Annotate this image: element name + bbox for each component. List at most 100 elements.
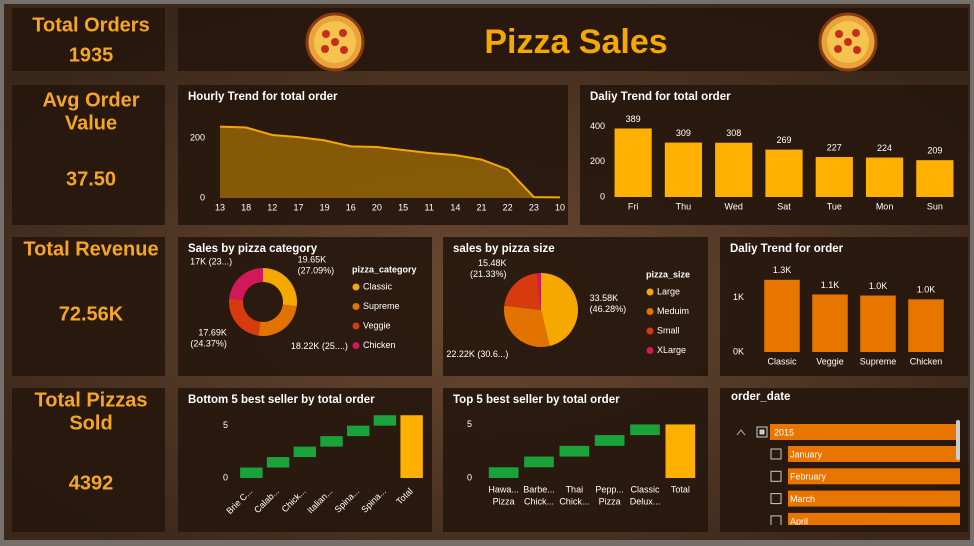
x-tick-label: 22	[503, 202, 513, 212]
slicer-title: order_date	[731, 391, 790, 403]
checkbox-partial	[759, 429, 765, 435]
legend-label: Classic	[363, 281, 393, 291]
expand-icon	[736, 429, 746, 436]
y-tick-label: 0	[200, 192, 205, 202]
pie-slice	[536, 273, 541, 310]
data-label: 389	[626, 114, 641, 124]
chart-title: Daliy Trend for total order	[590, 91, 731, 103]
slicer-item-bg	[788, 468, 960, 485]
legend-swatch	[352, 342, 360, 349]
slicer-item[interactable]: February	[790, 472, 827, 482]
bar	[908, 299, 944, 352]
x-tick-label: Sat	[777, 201, 791, 211]
x-tick-label: 12	[267, 202, 277, 212]
waterfall-step	[373, 415, 397, 426]
data-label: 18.22K (25....)	[291, 341, 348, 351]
kpi-label: Total Revenue	[23, 238, 158, 260]
pie-slice	[541, 273, 579, 346]
kpi-value: 4392	[69, 472, 114, 494]
x-tick-label: 21	[477, 202, 487, 212]
data-label: 269	[776, 135, 791, 145]
checkbox[interactable]	[770, 448, 782, 460]
legend-label: Large	[657, 286, 680, 296]
x-tick-label: Pizza	[493, 496, 515, 506]
x-tick-label: Delux...	[630, 496, 661, 506]
x-tick-label: Hawa...	[488, 484, 519, 494]
x-tick-label: 16	[346, 202, 356, 212]
legend-swatch	[646, 308, 654, 315]
x-tick-label: Veggie	[816, 356, 844, 366]
x-tick-label: Tue	[827, 201, 842, 211]
waterfall-total	[665, 424, 696, 478]
data-label: 227	[827, 142, 842, 152]
data-label: 224	[877, 143, 892, 153]
checkbox[interactable]	[770, 515, 782, 526]
waterfall-step	[320, 436, 343, 447]
dashboard-title: Pizza Sales	[484, 23, 667, 61]
x-tick-label: 14	[450, 202, 460, 212]
slicer-item[interactable]: March	[790, 494, 815, 504]
data-label: (21.33%)	[470, 269, 507, 279]
x-tick-label: 10	[555, 202, 565, 212]
kpi-label: Avg Order	[42, 89, 139, 111]
panel	[443, 388, 708, 532]
legend-label: Veggie	[363, 320, 391, 330]
x-tick-label: 19	[320, 202, 330, 212]
slicer-year[interactable]: 2015	[774, 427, 794, 437]
panel	[12, 388, 165, 532]
kpi-label: Total Orders	[32, 14, 149, 36]
kpi-value: 72.56K	[59, 303, 124, 325]
chart-title: Hourly Trend for total order	[188, 91, 338, 103]
x-tick-label: Classic	[767, 356, 797, 366]
data-label: 22.22K (30.6...)	[446, 349, 508, 359]
bar	[865, 157, 904, 197]
x-tick-label: 13	[215, 202, 225, 212]
bar	[764, 279, 800, 352]
kpi-value: 37.50	[66, 168, 116, 190]
chart-title: Sales by pizza category	[188, 243, 318, 255]
waterfall-total	[400, 415, 423, 478]
x-tick-label: Thai	[566, 484, 584, 494]
x-tick-label: Pepp...	[595, 484, 624, 494]
waterfall-step	[594, 435, 625, 446]
slicer-item[interactable]: April	[790, 516, 808, 526]
pizza-topping	[834, 45, 842, 53]
data-label: 33.58K	[590, 293, 619, 303]
data-label: (27.09%)	[298, 266, 335, 276]
legend-title: pizza_size	[646, 269, 690, 279]
y-tick-label: 0	[223, 472, 228, 482]
legend-swatch	[646, 288, 654, 296]
kpi-value: 1935	[69, 44, 114, 66]
panel	[178, 85, 568, 225]
legend-swatch	[352, 283, 360, 291]
pie-slice	[229, 298, 261, 336]
legend-label: Small	[657, 325, 680, 335]
waterfall-step	[293, 446, 317, 458]
slicer-item-bg	[770, 424, 957, 440]
kpi-label: Value	[65, 112, 117, 134]
data-label: 19.65K	[298, 255, 327, 265]
pie-slice	[503, 305, 550, 347]
legend-title: pizza_category	[352, 264, 417, 274]
checkbox[interactable]	[770, 470, 782, 482]
pizza-topping	[852, 29, 860, 37]
chart-title: Bottom 5 best seller by total order	[188, 394, 375, 406]
bar	[664, 142, 703, 197]
kpi-label: Total Pizzas	[35, 389, 148, 411]
pizza-topping	[339, 29, 347, 37]
panel	[12, 8, 165, 71]
x-tick-label: Chick...	[559, 496, 589, 506]
pie-slice	[263, 268, 297, 307]
slicer-item-bg	[788, 446, 960, 462]
slicer-item[interactable]: January	[790, 449, 823, 459]
legend-swatch	[646, 327, 654, 335]
data-label: 17.69K	[198, 327, 227, 337]
y-tick-label: 200	[590, 156, 605, 166]
checkbox[interactable]	[770, 493, 782, 505]
bar	[812, 294, 848, 352]
waterfall-step	[630, 424, 660, 436]
bar	[715, 142, 753, 197]
x-tick-label: 15	[398, 202, 408, 212]
